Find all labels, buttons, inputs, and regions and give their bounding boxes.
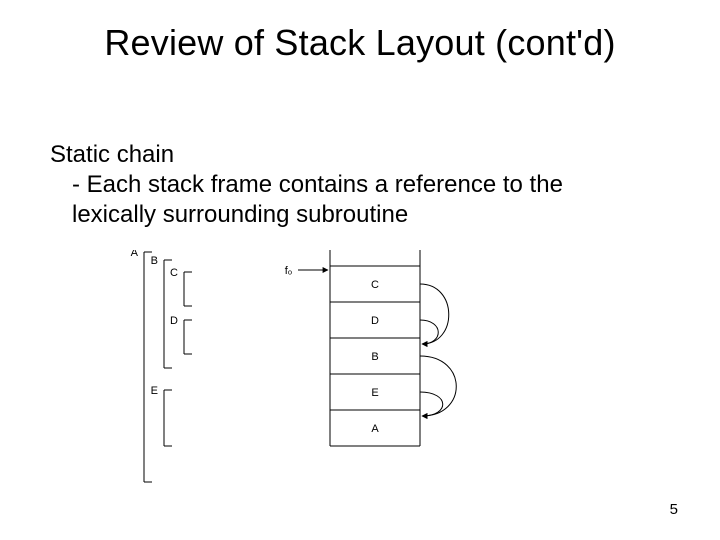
svg-text:C: C bbox=[371, 279, 379, 291]
body-heading: Static chain bbox=[50, 140, 650, 170]
slide: Review of Stack Layout (cont'd) Static c… bbox=[0, 0, 720, 540]
svg-text:B: B bbox=[371, 351, 378, 363]
svg-text:fₒ: fₒ bbox=[285, 265, 292, 277]
svg-text:B: B bbox=[151, 255, 158, 267]
svg-text:E: E bbox=[151, 385, 158, 397]
body-text: Static chain - Each stack frame contains… bbox=[50, 140, 650, 230]
svg-text:A: A bbox=[131, 250, 139, 259]
svg-text:A: A bbox=[371, 423, 379, 435]
body-bullet: - Each stack frame contains a reference … bbox=[72, 170, 650, 230]
slide-title: Review of Stack Layout (cont'd) bbox=[0, 22, 720, 64]
page-number: 5 bbox=[670, 501, 678, 518]
svg-text:D: D bbox=[170, 315, 178, 327]
static-chain-diagram: ABCDECDBEAfₒ bbox=[130, 250, 590, 500]
svg-text:D: D bbox=[371, 315, 379, 327]
svg-text:C: C bbox=[170, 267, 178, 279]
svg-text:E: E bbox=[371, 387, 378, 399]
